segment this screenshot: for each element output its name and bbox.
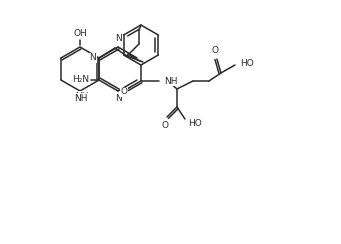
Text: NH: NH [74, 94, 88, 103]
Text: O: O [211, 46, 219, 55]
Text: N: N [116, 94, 122, 103]
Text: N: N [77, 93, 84, 102]
Text: NH: NH [164, 77, 177, 85]
Text: N: N [115, 34, 121, 43]
Text: HO: HO [188, 119, 202, 128]
Text: N: N [89, 53, 96, 62]
Text: N: N [88, 53, 95, 62]
Text: O: O [120, 88, 128, 96]
Text: O: O [161, 121, 168, 130]
Text: H₂N: H₂N [72, 75, 89, 84]
Text: NH: NH [75, 92, 89, 101]
Text: OH: OH [73, 29, 87, 38]
Text: HO: HO [240, 59, 254, 68]
